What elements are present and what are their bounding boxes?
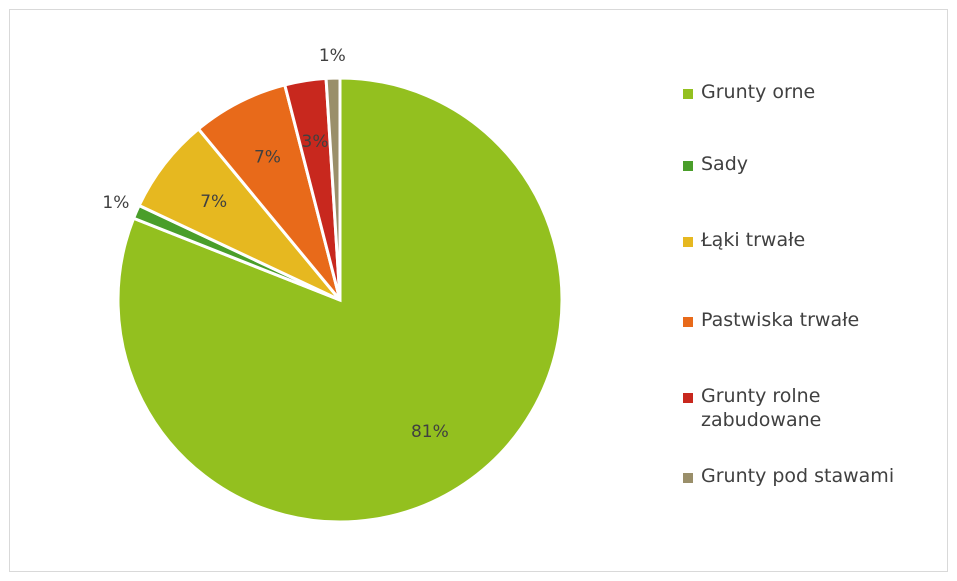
data-label: 3%: [302, 132, 329, 152]
legend-item: Łąki trwałe: [683, 228, 941, 252]
legend-item: Grunty rolne zabudowane: [683, 384, 941, 432]
legend-item: Grunty pod stawami: [683, 464, 941, 488]
data-label: 81%: [411, 422, 449, 442]
legend-swatch: [683, 473, 693, 483]
legend-swatch: [683, 89, 693, 99]
data-label: 1%: [102, 193, 129, 213]
data-label: 1%: [319, 46, 346, 66]
pie-slice: [324, 76, 342, 301]
legend-label: Grunty orne: [701, 81, 816, 103]
legend-swatch: [683, 317, 693, 327]
legend-swatch: [683, 237, 693, 247]
legend-label: Grunty rolne zabudowane: [701, 385, 822, 431]
legend-label: Pastwiska trwałe: [701, 309, 860, 331]
chart-border: [9, 9, 948, 572]
legend-item: Sady: [683, 152, 941, 176]
legend-swatch: [683, 161, 693, 171]
legend-label: Grunty pod stawami: [701, 465, 895, 487]
data-label: 7%: [254, 148, 281, 168]
legend-item: Pastwiska trwałe: [683, 308, 941, 332]
legend-swatch: [683, 393, 693, 403]
legend-label: Sady: [701, 153, 749, 175]
data-label: 7%: [200, 192, 227, 212]
legend-label: Łąki trwałe: [701, 229, 806, 251]
legend-item: Grunty orne: [683, 80, 941, 104]
